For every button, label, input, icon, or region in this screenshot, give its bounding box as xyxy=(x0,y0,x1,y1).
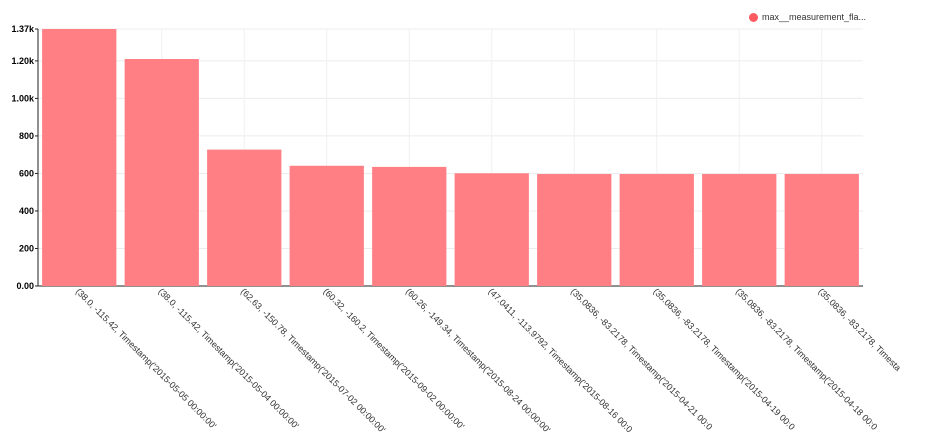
y-tick-label: 400 xyxy=(19,206,34,216)
x-tick-label: (35.0836, -83.2178, Timestamp('2015-04-1… xyxy=(651,286,797,432)
legend[interactable]: max__measurement_fla... xyxy=(749,12,866,22)
y-tick-label: 600 xyxy=(19,168,34,178)
legend-swatch-icon xyxy=(749,12,758,22)
x-tick-label: (35.0836, -83.2178, Timesta xyxy=(816,286,903,373)
bar xyxy=(124,59,199,286)
y-tick-label: 1.37k xyxy=(11,24,35,34)
x-tick-label: (38.0, -115.42, Timestamp('2015-05-04 00… xyxy=(156,286,301,431)
bar xyxy=(702,174,777,286)
y-tick-label: 1.20k xyxy=(11,56,35,66)
x-tick-label: (60.32, -160.2, Timestamp('2015-09-02 00… xyxy=(321,286,466,431)
bar xyxy=(619,174,694,286)
bar xyxy=(42,29,117,286)
x-tick-label: (47.0411, -113.9792, Timestamp('2015-08-… xyxy=(486,286,634,434)
bar xyxy=(537,174,612,286)
bar xyxy=(289,165,364,286)
legend-label: max__measurement_fla... xyxy=(762,12,867,22)
bar xyxy=(207,149,282,286)
bar xyxy=(372,166,447,286)
bar xyxy=(784,174,859,286)
bar xyxy=(454,173,529,286)
y-tick-label: 0.00 xyxy=(16,281,34,291)
y-tick-label: 800 xyxy=(19,131,34,141)
x-tick-label: (35.0836, -83.2178, Timestamp('2015-04-1… xyxy=(734,286,880,432)
x-tick-label: (38.0, -115.42, Timestamp('2015-05-05 00… xyxy=(74,286,219,431)
y-tick-label: 200 xyxy=(19,243,34,253)
y-tick-label: 1.00k xyxy=(11,93,35,103)
x-tick-label: (35.0836, -83.2178, Timestamp('2015-04-2… xyxy=(569,286,715,432)
x-tick-label: (62.63, -150.78, Timestamp('2015-07-02 0… xyxy=(239,286,388,434)
x-tick-label: (60.26, -149.34, Timestamp('2015-08-24 0… xyxy=(404,286,553,434)
